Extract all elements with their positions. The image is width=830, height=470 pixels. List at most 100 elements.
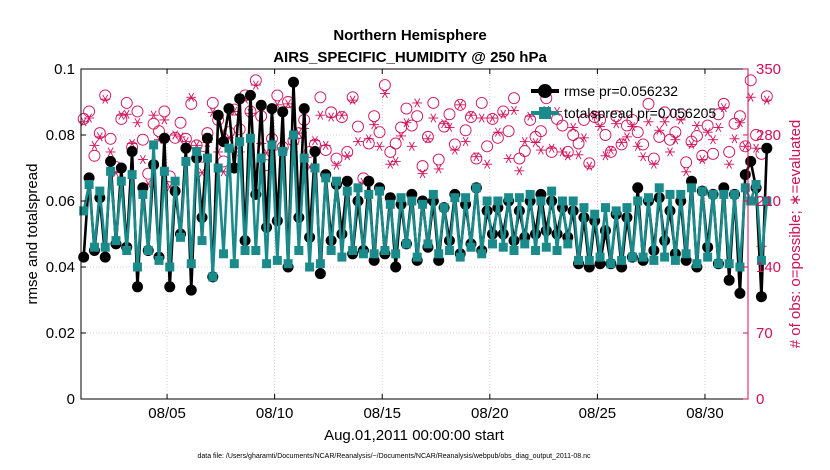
obs-evaluated-point (433, 164, 444, 174)
rmse-point (78, 251, 90, 263)
obs-evaluated-point (702, 127, 713, 137)
spread-point (283, 259, 293, 269)
obs-evaluated-point (724, 159, 735, 169)
obs-possible-point (400, 102, 413, 115)
spread-point (256, 153, 266, 163)
spread-point (461, 193, 471, 203)
obs-evaluated-point (514, 166, 525, 176)
obs-possible-point (158, 105, 171, 118)
spread-point (186, 259, 196, 269)
spread-point (595, 252, 605, 262)
y2-tick-label: 350 (756, 61, 781, 78)
spread-point (165, 262, 175, 272)
spread-point (703, 252, 713, 262)
y-tick-label: 0.1 (54, 61, 75, 78)
obs-evaluated-point (487, 113, 498, 123)
spread-point (380, 246, 390, 255)
spread-point (288, 130, 298, 140)
legend-rmse-marker (538, 84, 552, 98)
spread-point (294, 246, 304, 255)
spread-point (79, 206, 89, 216)
obs-possible-point (723, 146, 736, 158)
obs-evaluated-point (320, 140, 331, 150)
obs-evaluated-point (132, 118, 143, 128)
obs-possible-point (637, 138, 650, 151)
spread-point (574, 255, 584, 265)
obs-possible-point (707, 147, 719, 160)
rmse-point (99, 251, 111, 263)
spread-point (326, 246, 336, 255)
spread-point (342, 186, 352, 196)
rmse-point (745, 155, 757, 167)
rmse-point (309, 146, 321, 157)
spread-point (132, 262, 142, 272)
spread-point (687, 183, 697, 193)
obs-possible-point (610, 110, 623, 123)
spread-point (713, 259, 723, 269)
obs-possible-point (465, 111, 477, 124)
obs-possible-point (508, 92, 520, 105)
obs-evaluated-point (482, 159, 493, 169)
rmse-point (363, 175, 375, 187)
obs-possible-point (427, 96, 440, 109)
obs-evaluated-point (611, 119, 622, 129)
obs-evaluated-point (708, 135, 719, 145)
obs-evaluated-point (315, 110, 326, 120)
spread-point (746, 196, 756, 206)
spread-point (267, 140, 277, 150)
rmse-point (734, 287, 746, 299)
spread-point (192, 147, 202, 156)
rmse-point (761, 142, 773, 154)
spread-point (202, 153, 212, 163)
spread-point (654, 183, 664, 193)
spread-point (149, 140, 159, 150)
x-tick-label: 08/20 (471, 405, 509, 422)
y2-axis-label: # of obs: o=possible; ∗=evaluated (787, 120, 804, 349)
obs-possible-point (206, 96, 219, 109)
obs-evaluated-point (600, 151, 611, 161)
obs-evaluated-point (638, 152, 649, 162)
spread-point (181, 156, 191, 166)
rmse-point (293, 212, 305, 223)
spread-point (590, 209, 600, 219)
obs-evaluated-point (94, 132, 105, 142)
spread-point (154, 255, 164, 265)
spread-point (89, 242, 99, 252)
spread-point (127, 170, 137, 180)
obs-possible-point (733, 110, 746, 123)
obs-possible-point (567, 129, 580, 141)
obs-evaluated-point (740, 141, 751, 151)
obs-evaluated-point (573, 150, 584, 160)
rmse-point (277, 106, 289, 118)
y-tick-label: 0.08 (46, 127, 75, 144)
spread-point (122, 246, 132, 255)
rmse-point (180, 142, 192, 154)
x-tick-label: 08/30 (686, 405, 724, 422)
obs-possible-point (185, 97, 198, 110)
spread-point (170, 176, 180, 186)
obs-possible-point (760, 90, 773, 103)
obs-possible-point (615, 138, 628, 151)
spread-point (504, 193, 514, 203)
obs-possible-point (432, 153, 445, 166)
rmse-point (336, 228, 348, 240)
obs-evaluated-point (734, 118, 745, 128)
rmse-point (115, 162, 127, 174)
spread-point (358, 249, 368, 259)
obs-possible-point (93, 127, 106, 140)
spread-point (541, 242, 551, 252)
spread-point (493, 196, 503, 206)
obs-possible-point (352, 120, 364, 133)
y2-tick-label: 210 (756, 193, 781, 210)
rmse-point (212, 109, 224, 121)
totalspread-series (79, 130, 772, 282)
obs-evaluated-point (471, 152, 482, 162)
spread-point (385, 199, 395, 209)
obs-possible-point (701, 119, 714, 132)
obs-possible-point (104, 132, 117, 145)
spread-point (444, 246, 454, 255)
obs-evaluated-point (336, 110, 347, 120)
spread-point (240, 246, 250, 255)
spread-point (756, 255, 766, 265)
spread-point (498, 242, 508, 252)
